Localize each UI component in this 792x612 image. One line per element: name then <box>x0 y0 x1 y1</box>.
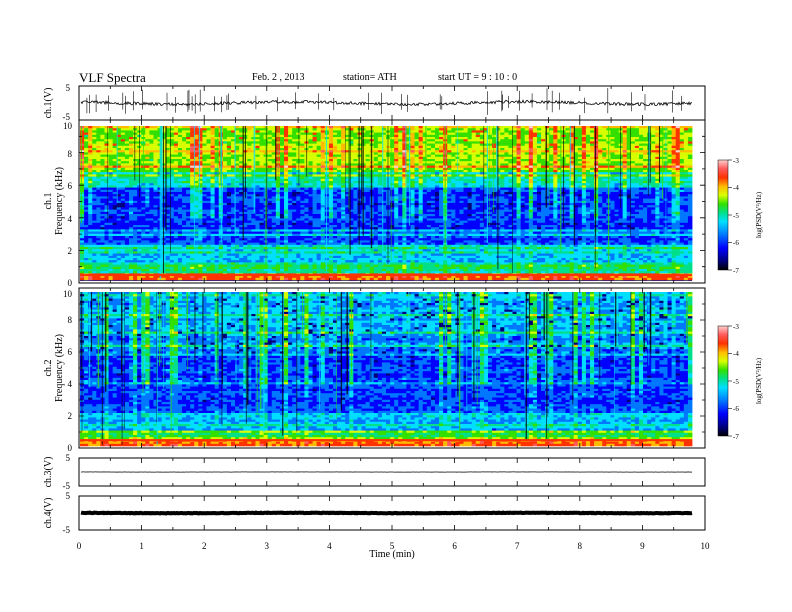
spec1-ytick-2: 2 <box>68 246 73 256</box>
cb2-tick-m3: -3 <box>733 323 739 331</box>
cb1-tick-m6: -6 <box>733 239 739 247</box>
ch1-colorbar: -3 -4 -5 -6 -7 log(PSD(V²/Hz) <box>718 157 763 275</box>
spec2-ytick-8: 8 <box>68 315 73 325</box>
cb2-tick-m5: -5 <box>733 378 739 386</box>
ch4-trace <box>81 513 692 514</box>
xtick-3: 3 <box>265 541 270 551</box>
cb2-tick-m7: -7 <box>733 433 739 441</box>
spec1-ytick-4: 4 <box>68 214 73 224</box>
ch1-colorbar-ramp <box>718 160 728 270</box>
ch3-ylabel: ch.3(V) <box>43 457 54 488</box>
spec1-ytick-0: 0 <box>68 278 73 288</box>
cb1-tick-m7: -7 <box>733 267 739 275</box>
low-frequency-line <box>80 439 692 441</box>
x-axis-label: Time (min) <box>369 549 414 560</box>
ch3-ytick-bottom: -5 <box>63 481 71 491</box>
ch4-ytick-top: 5 <box>66 491 71 501</box>
ch2-colorbar: -3 -4 -5 -6 -7 log(PSD(V²/Hz) <box>718 323 763 441</box>
ch4-ylabel: ch.4(V) <box>43 498 54 529</box>
cb1-tick-m3: -3 <box>733 157 739 165</box>
ch1-spikes <box>87 88 682 115</box>
low-frequency-line <box>80 274 692 276</box>
spec1-ytick-10: 10 <box>63 121 73 131</box>
xtick-8: 8 <box>578 541 583 551</box>
xtick-7: 7 <box>515 541 520 551</box>
spec2-ytick-10: 10 <box>63 289 73 299</box>
ch4-ytick-bottom: -5 <box>63 525 71 535</box>
spec2-ylabel-frequency: Frequency (kHz) <box>54 334 65 402</box>
cb2-tick-m4: -4 <box>733 350 739 358</box>
xtick-9: 9 <box>640 541 645 551</box>
spec2-ytick-6: 6 <box>68 347 73 357</box>
xtick-0: 0 <box>77 541 82 551</box>
xtick-1: 1 <box>139 541 144 551</box>
spec2-ytick-2: 2 <box>68 411 73 421</box>
spec1-ylabel-channel: ch.1 <box>43 193 54 210</box>
ch1-spectrogram <box>80 126 692 281</box>
ch3-ytick-top: 5 <box>66 453 71 463</box>
ch1-ytick-top: 5 <box>66 83 71 93</box>
ch1-trace <box>81 100 692 105</box>
xtick-6: 6 <box>452 541 457 551</box>
cb1-label: log(PSD(V²/Hz) <box>755 191 763 238</box>
ch2-colorbar-ramp <box>718 326 728 436</box>
spec2-ytick-0: 0 <box>68 443 73 453</box>
spec1-ytick-8: 8 <box>68 149 73 159</box>
ch2-spectrogram <box>80 292 692 446</box>
ch1-waveform-frame <box>79 86 705 120</box>
spec1-ytick-6: 6 <box>68 181 73 191</box>
xtick-4: 4 <box>327 541 332 551</box>
xtick-10: 10 <box>701 541 711 551</box>
cb2-tick-m6: -6 <box>733 405 739 413</box>
vlf-figure: 5 -5 0 2 4 6 8 10 0 2 4 6 8 10 5 -5 5 -5… <box>0 0 792 612</box>
cb2-label: log(PSD(V²/Hz) <box>755 357 763 404</box>
xtick-2: 2 <box>202 541 207 551</box>
cb1-tick-m4: -4 <box>733 184 739 192</box>
cb1-tick-m5: -5 <box>733 212 739 220</box>
ch1-ylabel: ch.1(V) <box>43 88 54 119</box>
spec1-ylabel-frequency: Frequency (kHz) <box>54 167 65 235</box>
spec2-ytick-4: 4 <box>68 379 73 389</box>
spec2-ylabel-channel: ch.2 <box>43 360 54 377</box>
